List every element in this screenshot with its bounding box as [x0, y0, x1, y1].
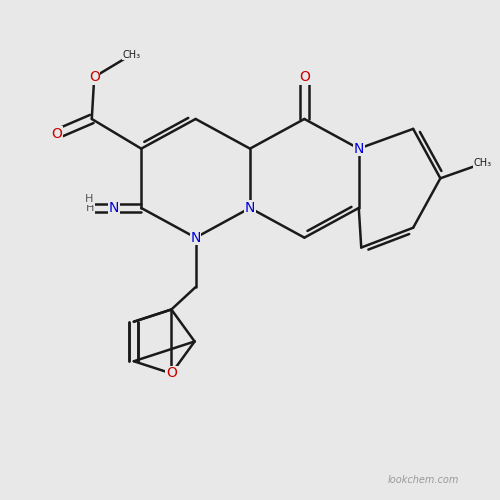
Text: O: O [166, 366, 177, 380]
Text: O: O [52, 127, 62, 141]
Text: O: O [89, 70, 100, 84]
Text: O: O [299, 70, 310, 84]
Text: CH₃: CH₃ [122, 50, 140, 59]
Text: N: N [245, 201, 255, 215]
Text: N: N [354, 142, 364, 156]
Text: H: H [85, 194, 94, 204]
Text: N: N [190, 230, 201, 244]
Text: H: H [86, 203, 94, 213]
Text: N: N [109, 201, 119, 215]
Text: lookchem.com: lookchem.com [388, 475, 458, 485]
Text: CH₃: CH₃ [474, 158, 492, 168]
